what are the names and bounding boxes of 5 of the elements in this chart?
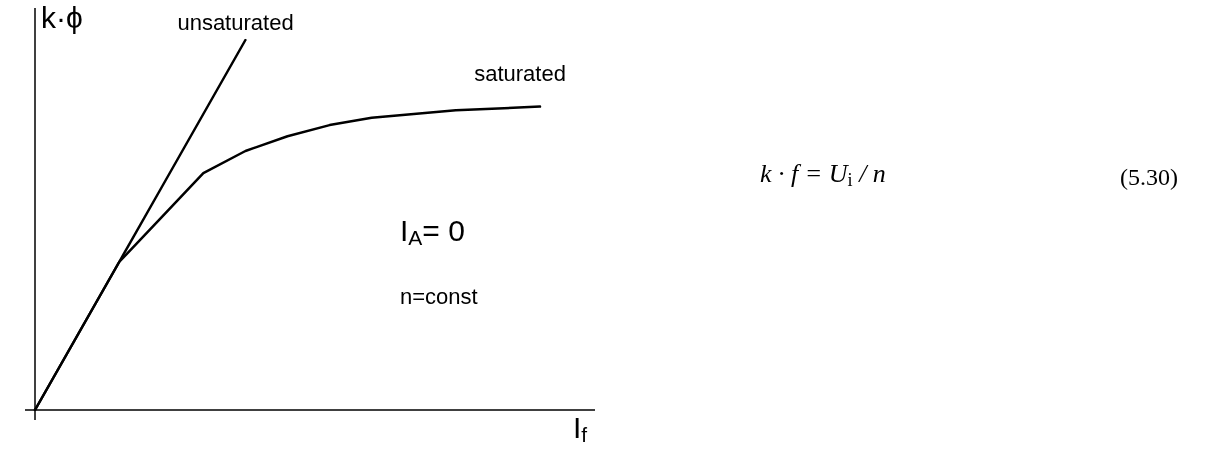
annotation: n=const [400,283,478,309]
y-axis-title: k·ϕ [41,0,83,34]
series-label: unsaturated [177,9,294,35]
series-label: saturated [474,61,566,87]
text: (5.30) [1120,164,1178,190]
